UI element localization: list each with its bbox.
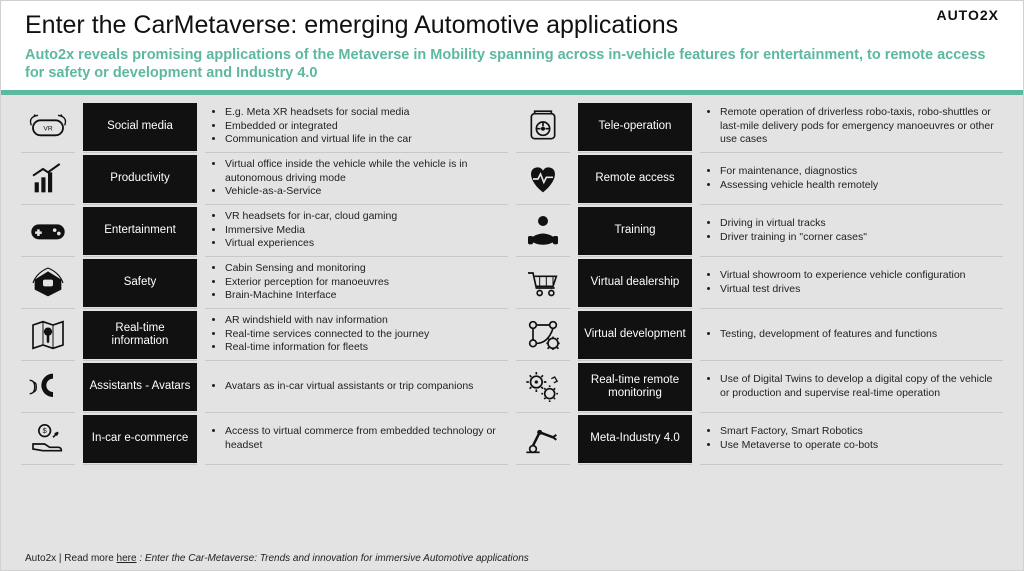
content-grid: Social mediaE.g. Meta XR headsets for so… bbox=[1, 95, 1023, 465]
vr-headset-icon bbox=[21, 101, 75, 153]
category-label: Virtual dealership bbox=[578, 259, 692, 307]
category-label: Assistants - Avatars bbox=[83, 363, 197, 411]
category-bullets: Virtual office inside the vehicle while … bbox=[205, 153, 508, 205]
category-label: Safety bbox=[83, 259, 197, 307]
category-bullets: Driving in virtual tracksDriver training… bbox=[700, 205, 1003, 257]
growth-chart-icon bbox=[21, 153, 75, 205]
heart-pulse-icon bbox=[516, 153, 570, 205]
category-bullets: Virtual showroom to experience vehicle c… bbox=[700, 257, 1003, 309]
category-label: Remote access bbox=[578, 155, 692, 203]
brand-logo: AUTO2X bbox=[936, 7, 999, 23]
category-label: Social media bbox=[83, 103, 197, 151]
category-bullets: Avatars as in-car virtual assistants or … bbox=[205, 361, 508, 413]
slide: AUTO2X Enter the CarMetaverse: emerging … bbox=[0, 0, 1024, 571]
page-title: Enter the CarMetaverse: emerging Automot… bbox=[25, 11, 999, 40]
category-bullets: Remote operation of driverless robo-taxi… bbox=[700, 101, 1003, 153]
category-label: Tele-operation bbox=[578, 103, 692, 151]
page-subtitle: Auto2x reveals promising applications of… bbox=[25, 46, 999, 82]
category-bullets: AR windshield with nav informationReal-t… bbox=[205, 309, 508, 361]
map-pin-icon bbox=[21, 309, 75, 361]
category-bullets: Testing, development of features and fun… bbox=[700, 309, 1003, 361]
category-label: Entertainment bbox=[83, 207, 197, 255]
category-label: Real-time remote monitoring bbox=[578, 363, 692, 411]
footer-citation: Auto2x | Read more here : Enter the Car-… bbox=[25, 553, 529, 564]
category-label: Productivity bbox=[83, 155, 197, 203]
category-label: In-car e-commerce bbox=[83, 415, 197, 463]
category-bullets: VR headsets for in-car, cloud gamingImme… bbox=[205, 205, 508, 257]
dev-pipeline-icon bbox=[516, 309, 570, 361]
category-label: Meta-Industry 4.0 bbox=[578, 415, 692, 463]
category-bullets: E.g. Meta XR headsets for social mediaEm… bbox=[205, 101, 508, 153]
robot-arm-icon bbox=[516, 413, 570, 465]
footer-link[interactable]: here bbox=[117, 553, 137, 564]
gamepad-icon bbox=[21, 205, 75, 257]
category-bullets: For maintenance, diagnosticsAssessing ve… bbox=[700, 153, 1003, 205]
driver-training-icon bbox=[516, 205, 570, 257]
steering-remote-icon bbox=[516, 101, 570, 153]
category-label: Real-time information bbox=[83, 311, 197, 359]
header: AUTO2X Enter the CarMetaverse: emerging … bbox=[1, 1, 1023, 90]
footer-prefix: Auto2x | Read more bbox=[25, 553, 117, 564]
category-bullets: Use of Digital Twins to develop a digita… bbox=[700, 361, 1003, 413]
category-bullets: Cabin Sensing and monitoringExterior per… bbox=[205, 257, 508, 309]
shopping-cart-icon bbox=[516, 257, 570, 309]
category-label: Training bbox=[578, 207, 692, 255]
car-sensor-icon bbox=[21, 257, 75, 309]
category-label: Virtual development bbox=[578, 311, 692, 359]
gears-monitor-icon bbox=[516, 361, 570, 413]
category-bullets: Access to virtual commerce from embedded… bbox=[205, 413, 508, 465]
footer-suffix: : Enter the Car-Metaverse: Trends and in… bbox=[137, 553, 529, 564]
avatar-voice-icon bbox=[21, 361, 75, 413]
category-bullets: Smart Factory, Smart RoboticsUse Metaver… bbox=[700, 413, 1003, 465]
hand-coin-icon bbox=[21, 413, 75, 465]
